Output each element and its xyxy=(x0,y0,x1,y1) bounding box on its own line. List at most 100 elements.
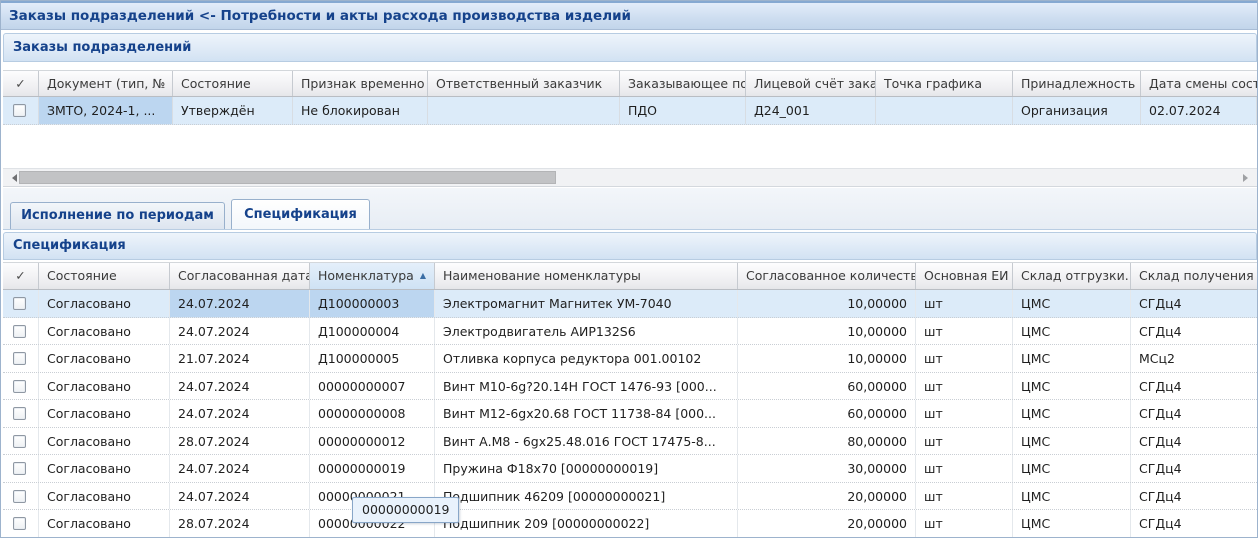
cell-agreed-date[interactable]: 24.07.2024 xyxy=(170,482,310,509)
orders-cell-responsible[interactable] xyxy=(428,97,620,124)
row-checkbox[interactable] xyxy=(13,297,26,310)
orders-column-header-state[interactable]: Состояние xyxy=(173,71,293,96)
cell-name[interactable]: Электродвигатель АИР132S6 xyxy=(435,317,738,344)
cell-quantity[interactable]: 60,00000 xyxy=(738,372,916,399)
cell-unit[interactable]: шт xyxy=(916,400,1013,427)
cell-agreed-date[interactable]: 28.07.2024 xyxy=(170,427,310,454)
cell-nomenclature[interactable]: 00000000012 xyxy=(310,427,435,454)
cell-receive-warehouse[interactable]: СГДц4 xyxy=(1139,296,1182,311)
cell-name[interactable]: Винт А.М8 - 6gx25.48.016 ГОСТ 17475-8... xyxy=(435,427,738,454)
cell-ship-warehouse[interactable]: ЦМС xyxy=(1013,345,1131,372)
table-row[interactable]: Согласовано 24.07.2024 Д100000004 Электр… xyxy=(3,317,1257,345)
row-checkbox-cell[interactable] xyxy=(3,400,39,427)
cell-unit[interactable]: шт xyxy=(916,372,1013,399)
cell-agreed-date[interactable]: 24.07.2024 xyxy=(170,372,310,399)
cell-receive-warehouse[interactable]: МСц2 xyxy=(1139,351,1175,366)
cell-agreed-date[interactable]: 24.07.2024 xyxy=(170,400,310,427)
cell-ship-warehouse[interactable]: ЦМС xyxy=(1013,372,1131,399)
spec-column-header-agreed-quantity[interactable]: Согласованное количестве xyxy=(738,263,916,289)
cell-ship-warehouse[interactable]: ЦМС xyxy=(1013,427,1131,454)
cell-ship-warehouse[interactable]: ЦМС xyxy=(1013,290,1131,317)
tab-ispolnenie-po-periodam[interactable]: Исполнение по периодам xyxy=(10,202,225,229)
cell-nomenclature[interactable]: Д100000003 xyxy=(310,290,435,317)
table-row[interactable]: Согласовано 24.07.2024 00000000021 Подши… xyxy=(3,482,1257,510)
row-checkbox-cell[interactable] xyxy=(3,317,39,344)
cell-name[interactable]: Электромагнит Магнитек УМ-7040 xyxy=(435,290,738,317)
cell-ship-warehouse[interactable]: ЦМС xyxy=(1013,482,1131,509)
orders-cell-account[interactable]: Д24_001 xyxy=(746,97,876,124)
orders-cell-schedule-point[interactable] xyxy=(876,97,1013,124)
row-checkbox[interactable] xyxy=(13,379,26,393)
row-checkbox[interactable] xyxy=(13,324,26,338)
cell-name[interactable]: Подшипник 46209 [00000000021] xyxy=(435,482,738,509)
spec-column-header-ship-warehouse[interactable]: Склад отгрузки. xyxy=(1013,263,1131,289)
spec-column-header-nomenclature-name[interactable]: Наименование номенклатуры xyxy=(435,263,738,289)
row-checkbox[interactable] xyxy=(13,489,26,503)
cell-receive-warehouse[interactable]: СГДц4 xyxy=(1139,516,1182,531)
row-checkbox-cell[interactable] xyxy=(3,372,39,399)
cell-ship-warehouse[interactable]: ЦМС xyxy=(1013,510,1131,537)
cell-unit[interactable]: шт xyxy=(916,427,1013,454)
cell-quantity[interactable]: 10,00000 xyxy=(738,290,916,317)
cell-nomenclature[interactable]: 00000000019 xyxy=(310,455,435,482)
orders-column-header-state-date[interactable]: Дата смены сост xyxy=(1149,76,1257,91)
table-row[interactable]: Согласовано 21.07.2024 Д100000005 Отливк… xyxy=(3,345,1257,373)
cell-unit[interactable]: шт xyxy=(916,317,1013,344)
cell-name[interactable]: Винт М12-6gx20.68 ГОСТ 11738-84 [000... xyxy=(435,400,738,427)
cell-state[interactable]: Согласовано xyxy=(39,510,170,537)
orders-cell-document[interactable]: ЗМТО, 2024-1, ... xyxy=(39,97,173,124)
cell-quantity[interactable]: 10,00000 xyxy=(738,345,916,372)
cell-nomenclature[interactable]: Д100000005 xyxy=(310,345,435,372)
orders-column-header-document[interactable]: Документ (тип, № xyxy=(39,71,173,96)
table-row[interactable]: Согласовано 24.07.2024 00000000019 Пружи… xyxy=(3,455,1257,483)
orders-column-header-account[interactable]: Лицевой счёт зака xyxy=(746,71,876,96)
orders-column-header-block-flag[interactable]: Признак временно xyxy=(293,71,428,96)
cell-state[interactable]: Согласовано xyxy=(39,455,170,482)
row-checkbox-cell[interactable] xyxy=(3,510,39,537)
cell-state[interactable]: Согласовано xyxy=(39,345,170,372)
cell-nomenclature[interactable]: 00000000008 xyxy=(310,400,435,427)
scrollbar-thumb[interactable] xyxy=(19,171,556,184)
orders-column-header-responsible[interactable]: Ответственный заказчик xyxy=(428,71,620,96)
cell-ship-warehouse[interactable]: ЦМС xyxy=(1013,317,1131,344)
cell-unit[interactable]: шт xyxy=(916,455,1013,482)
table-row[interactable]: Согласовано 28.07.2024 00000000012 Винт … xyxy=(3,427,1257,455)
orders-column-header-orderer[interactable]: Заказывающее под xyxy=(620,71,746,96)
row-checkbox-cell[interactable] xyxy=(3,97,39,124)
table-row[interactable]: Согласовано 28.07.2024 00000000022 Подши… xyxy=(3,510,1257,537)
cell-state[interactable]: Согласовано xyxy=(39,372,170,399)
cell-agreed-date[interactable]: 21.07.2024 xyxy=(170,345,310,372)
cell-agreed-date[interactable]: 24.07.2024 xyxy=(170,455,310,482)
cell-ship-warehouse[interactable]: ЦМС xyxy=(1013,400,1131,427)
cell-receive-warehouse[interactable]: СГДц4 xyxy=(1139,488,1182,504)
cell-name[interactable]: Винт М10-6g?20.14Н ГОСТ 1476-93 [000... xyxy=(435,372,738,399)
row-checkbox-cell[interactable] xyxy=(3,290,39,317)
cell-quantity[interactable]: 60,00000 xyxy=(738,400,916,427)
orders-column-header-schedule-point[interactable]: Точка графика xyxy=(876,71,1013,96)
tab-specifikaciya[interactable]: Спецификация xyxy=(231,199,370,229)
cell-quantity[interactable]: 80,00000 xyxy=(738,427,916,454)
cell-receive-warehouse[interactable]: СГДц4 xyxy=(1139,406,1182,421)
row-checkbox[interactable] xyxy=(13,352,26,365)
table-row[interactable]: Согласовано 24.07.2024 00000000008 Винт … xyxy=(3,400,1257,428)
cell-name[interactable]: Подшипник 209 [00000000022] xyxy=(435,510,738,537)
table-row[interactable]: Согласовано 24.07.2024 00000000007 Винт … xyxy=(3,372,1257,400)
orders-cell-state[interactable]: Утверждён xyxy=(173,97,293,124)
cell-agreed-date[interactable]: 28.07.2024 xyxy=(170,510,310,537)
spec-column-header-nomenclature[interactable]: Номенклатура ▲ xyxy=(310,263,435,289)
cell-nomenclature[interactable]: 00000000007 xyxy=(310,372,435,399)
scroll-right-arrow-icon[interactable] xyxy=(1243,174,1252,182)
cell-receive-warehouse[interactable]: СГДц4 xyxy=(1139,461,1182,476)
row-checkbox[interactable] xyxy=(13,407,26,420)
scroll-left-arrow-icon[interactable] xyxy=(8,174,17,182)
cell-quantity[interactable]: 10,00000 xyxy=(738,317,916,344)
cell-state[interactable]: Согласовано xyxy=(39,482,170,509)
cell-name[interactable]: Пружина Ф18х70 [00000000019] xyxy=(435,455,738,482)
spec-column-header-base-unit[interactable]: Основная ЕИ xyxy=(916,263,1013,289)
select-all-column-header[interactable]: ✓ xyxy=(3,263,39,289)
orders-cell-ownership[interactable]: Организация xyxy=(1013,97,1141,124)
cell-state[interactable]: Согласовано xyxy=(39,317,170,344)
row-checkbox-cell[interactable] xyxy=(3,427,39,454)
cell-state[interactable]: Согласовано xyxy=(39,290,170,317)
orders-column-header-ownership[interactable]: Принадлежность xyxy=(1013,71,1141,96)
